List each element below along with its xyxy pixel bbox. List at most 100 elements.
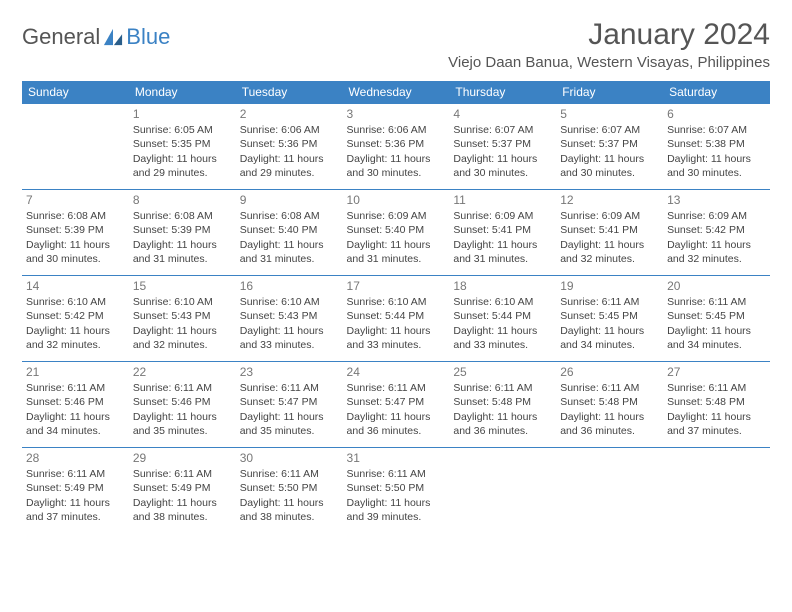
sunset-text: Sunset: 5:35 PM	[133, 137, 232, 151]
daylight-text: Daylight: 11 hours and 32 minutes.	[560, 238, 659, 266]
calendar-cell: 31Sunrise: 6:11 AMSunset: 5:50 PMDayligh…	[343, 448, 450, 534]
calendar-cell: 12Sunrise: 6:09 AMSunset: 5:41 PMDayligh…	[556, 190, 663, 276]
daylight-text: Daylight: 11 hours and 31 minutes.	[240, 238, 339, 266]
daylight-text: Daylight: 11 hours and 30 minutes.	[26, 238, 125, 266]
calendar-cell: 7Sunrise: 6:08 AMSunset: 5:39 PMDaylight…	[22, 190, 129, 276]
sunset-text: Sunset: 5:48 PM	[667, 395, 766, 409]
calendar-table: Sunday Monday Tuesday Wednesday Thursday…	[22, 81, 770, 534]
sunset-text: Sunset: 5:37 PM	[453, 137, 552, 151]
sunrise-text: Sunrise: 6:11 AM	[667, 295, 766, 309]
calendar-cell: 13Sunrise: 6:09 AMSunset: 5:42 PMDayligh…	[663, 190, 770, 276]
sunrise-text: Sunrise: 6:11 AM	[133, 467, 232, 481]
sunrise-text: Sunrise: 6:06 AM	[240, 123, 339, 137]
sunrise-text: Sunrise: 6:11 AM	[347, 381, 446, 395]
sunset-text: Sunset: 5:44 PM	[453, 309, 552, 323]
daylight-text: Daylight: 11 hours and 30 minutes.	[453, 152, 552, 180]
brand-text-blue: Blue	[126, 24, 170, 50]
sunrise-text: Sunrise: 6:05 AM	[133, 123, 232, 137]
sunset-text: Sunset: 5:42 PM	[667, 223, 766, 237]
day-number: 20	[667, 278, 766, 294]
sunrise-text: Sunrise: 6:09 AM	[667, 209, 766, 223]
day-number: 22	[133, 364, 232, 380]
day-number: 9	[240, 192, 339, 208]
calendar-cell: 30Sunrise: 6:11 AMSunset: 5:50 PMDayligh…	[236, 448, 343, 534]
calendar-cell: 19Sunrise: 6:11 AMSunset: 5:45 PMDayligh…	[556, 276, 663, 362]
day-number: 25	[453, 364, 552, 380]
calendar-cell: 17Sunrise: 6:10 AMSunset: 5:44 PMDayligh…	[343, 276, 450, 362]
daylight-text: Daylight: 11 hours and 32 minutes.	[133, 324, 232, 352]
sunset-text: Sunset: 5:46 PM	[133, 395, 232, 409]
day-number: 8	[133, 192, 232, 208]
sunrise-text: Sunrise: 6:09 AM	[347, 209, 446, 223]
day-number: 6	[667, 106, 766, 122]
sunrise-text: Sunrise: 6:11 AM	[347, 467, 446, 481]
day-number: 3	[347, 106, 446, 122]
day-number: 1	[133, 106, 232, 122]
day-number: 24	[347, 364, 446, 380]
sunset-text: Sunset: 5:39 PM	[26, 223, 125, 237]
sunrise-text: Sunrise: 6:11 AM	[133, 381, 232, 395]
day-number: 12	[560, 192, 659, 208]
day-number: 17	[347, 278, 446, 294]
calendar-cell: 22Sunrise: 6:11 AMSunset: 5:46 PMDayligh…	[129, 362, 236, 448]
day-number: 10	[347, 192, 446, 208]
daylight-text: Daylight: 11 hours and 34 minutes.	[667, 324, 766, 352]
daylight-text: Daylight: 11 hours and 31 minutes.	[453, 238, 552, 266]
daylight-text: Daylight: 11 hours and 37 minutes.	[26, 496, 125, 524]
sunrise-text: Sunrise: 6:09 AM	[453, 209, 552, 223]
day-header: Sunday	[22, 81, 129, 104]
day-number: 26	[560, 364, 659, 380]
sunrise-text: Sunrise: 6:11 AM	[560, 381, 659, 395]
calendar-row: 21Sunrise: 6:11 AMSunset: 5:46 PMDayligh…	[22, 362, 770, 448]
daylight-text: Daylight: 11 hours and 35 minutes.	[240, 410, 339, 438]
calendar-cell: 6Sunrise: 6:07 AMSunset: 5:38 PMDaylight…	[663, 104, 770, 190]
day-number: 2	[240, 106, 339, 122]
sunrise-text: Sunrise: 6:11 AM	[453, 381, 552, 395]
day-number: 23	[240, 364, 339, 380]
sunset-text: Sunset: 5:48 PM	[453, 395, 552, 409]
daylight-text: Daylight: 11 hours and 39 minutes.	[347, 496, 446, 524]
day-number: 7	[26, 192, 125, 208]
day-number: 31	[347, 450, 446, 466]
calendar-body: 1Sunrise: 6:05 AMSunset: 5:35 PMDaylight…	[22, 104, 770, 534]
calendar-cell: 28Sunrise: 6:11 AMSunset: 5:49 PMDayligh…	[22, 448, 129, 534]
location-subtitle: Viejo Daan Banua, Western Visayas, Phili…	[448, 54, 770, 71]
daylight-text: Daylight: 11 hours and 36 minutes.	[347, 410, 446, 438]
calendar-cell: 20Sunrise: 6:11 AMSunset: 5:45 PMDayligh…	[663, 276, 770, 362]
daylight-text: Daylight: 11 hours and 36 minutes.	[453, 410, 552, 438]
sunrise-text: Sunrise: 6:11 AM	[240, 467, 339, 481]
daylight-text: Daylight: 11 hours and 31 minutes.	[133, 238, 232, 266]
sunset-text: Sunset: 5:46 PM	[26, 395, 125, 409]
daylight-text: Daylight: 11 hours and 32 minutes.	[26, 324, 125, 352]
sunset-text: Sunset: 5:47 PM	[347, 395, 446, 409]
calendar-row: 1Sunrise: 6:05 AMSunset: 5:35 PMDaylight…	[22, 104, 770, 190]
calendar-cell: 5Sunrise: 6:07 AMSunset: 5:37 PMDaylight…	[556, 104, 663, 190]
sunrise-text: Sunrise: 6:06 AM	[347, 123, 446, 137]
sunset-text: Sunset: 5:41 PM	[560, 223, 659, 237]
calendar-row: 14Sunrise: 6:10 AMSunset: 5:42 PMDayligh…	[22, 276, 770, 362]
sunrise-text: Sunrise: 6:08 AM	[133, 209, 232, 223]
page-title: January 2024	[448, 18, 770, 52]
sunset-text: Sunset: 5:43 PM	[133, 309, 232, 323]
calendar-cell	[449, 448, 556, 534]
calendar-cell: 1Sunrise: 6:05 AMSunset: 5:35 PMDaylight…	[129, 104, 236, 190]
calendar-cell: 27Sunrise: 6:11 AMSunset: 5:48 PMDayligh…	[663, 362, 770, 448]
calendar-row: 28Sunrise: 6:11 AMSunset: 5:49 PMDayligh…	[22, 448, 770, 534]
calendar-cell: 24Sunrise: 6:11 AMSunset: 5:47 PMDayligh…	[343, 362, 450, 448]
daylight-text: Daylight: 11 hours and 38 minutes.	[133, 496, 232, 524]
calendar-cell: 10Sunrise: 6:09 AMSunset: 5:40 PMDayligh…	[343, 190, 450, 276]
sunrise-text: Sunrise: 6:11 AM	[240, 381, 339, 395]
daylight-text: Daylight: 11 hours and 34 minutes.	[560, 324, 659, 352]
daylight-text: Daylight: 11 hours and 32 minutes.	[667, 238, 766, 266]
sunset-text: Sunset: 5:44 PM	[347, 309, 446, 323]
sunrise-text: Sunrise: 6:10 AM	[240, 295, 339, 309]
daylight-text: Daylight: 11 hours and 29 minutes.	[133, 152, 232, 180]
daylight-text: Daylight: 11 hours and 30 minutes.	[667, 152, 766, 180]
sunset-text: Sunset: 5:37 PM	[560, 137, 659, 151]
day-number: 13	[667, 192, 766, 208]
day-number: 16	[240, 278, 339, 294]
calendar-cell: 23Sunrise: 6:11 AMSunset: 5:47 PMDayligh…	[236, 362, 343, 448]
sunrise-text: Sunrise: 6:11 AM	[26, 381, 125, 395]
calendar-cell: 18Sunrise: 6:10 AMSunset: 5:44 PMDayligh…	[449, 276, 556, 362]
day-header: Monday	[129, 81, 236, 104]
